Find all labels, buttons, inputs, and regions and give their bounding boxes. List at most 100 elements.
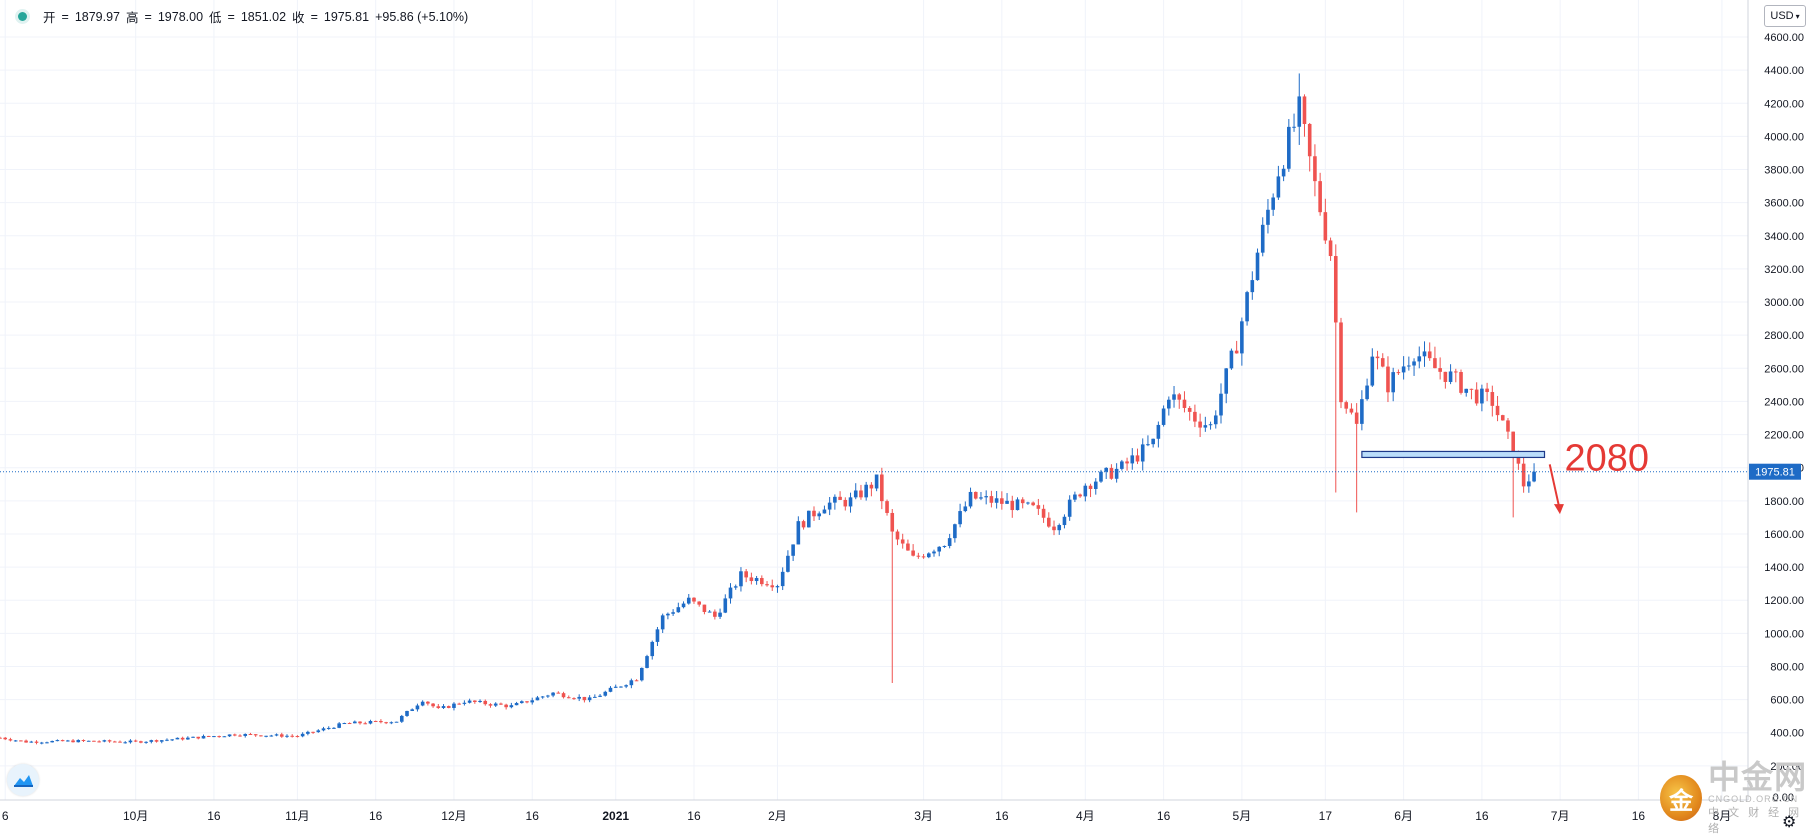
candle — [1297, 73, 1302, 145]
candle — [1104, 467, 1108, 479]
candle — [1120, 459, 1124, 471]
candle — [1464, 388, 1469, 397]
candle — [634, 679, 639, 682]
candle — [686, 593, 691, 605]
candle-body — [650, 641, 655, 657]
candle — [525, 701, 529, 704]
candle — [640, 667, 644, 682]
x-tick-label: 16 — [1632, 809, 1646, 823]
candle — [608, 686, 613, 693]
candle-body — [540, 696, 545, 698]
candle-body — [1474, 389, 1479, 404]
candle — [86, 740, 91, 742]
x-tick-label: 6 — [2, 809, 9, 823]
chevron-down-icon: ▾ — [1795, 11, 1800, 21]
candle-body — [384, 722, 388, 724]
candle — [139, 740, 143, 744]
candle-body — [1010, 500, 1015, 511]
candle-body — [733, 586, 738, 588]
candle — [577, 694, 581, 702]
candle-body — [1532, 471, 1536, 482]
candle — [332, 727, 336, 729]
y-tick-label: 3400.00 — [1764, 231, 1804, 243]
candle — [1010, 495, 1015, 518]
candle-body — [128, 740, 133, 743]
candle-body — [838, 496, 842, 500]
candle-body — [358, 721, 362, 724]
candle — [264, 735, 268, 738]
candle-body — [973, 491, 978, 499]
candle — [1026, 501, 1030, 505]
candle — [212, 735, 216, 738]
support-level-label: 2080 — [1565, 437, 1650, 479]
candle — [81, 739, 86, 743]
candle-body — [175, 737, 180, 740]
candle-body — [473, 700, 477, 702]
candle — [1057, 523, 1062, 535]
candle — [347, 722, 352, 725]
candle — [1443, 371, 1448, 389]
y-tick-label: 1800.00 — [1764, 496, 1804, 508]
candle — [885, 499, 889, 516]
candle — [1067, 495, 1072, 521]
candle-body — [833, 496, 837, 503]
x-tick-label: 6月 — [1394, 809, 1413, 823]
x-tick-label: 4月 — [1076, 809, 1095, 823]
candle — [123, 741, 128, 744]
candle — [660, 613, 665, 633]
candle — [874, 474, 879, 492]
candle-body — [1417, 356, 1422, 362]
candle — [274, 733, 279, 737]
candle-body — [1354, 412, 1359, 424]
candle-body — [269, 735, 274, 737]
candle-body — [410, 709, 415, 711]
candle-body — [279, 734, 284, 737]
tradingview-logo-button[interactable] — [7, 764, 39, 796]
candle — [806, 510, 811, 528]
candle — [953, 523, 957, 543]
candle-body — [1401, 366, 1406, 373]
open-value: 1879.97 — [74, 9, 121, 24]
candle-body — [1266, 209, 1270, 225]
candle — [478, 699, 482, 703]
candle — [1313, 144, 1317, 197]
candle — [227, 734, 232, 737]
candle — [144, 741, 148, 744]
candle-body — [264, 735, 268, 737]
price-axis[interactable]: 200.00 400.00 600.00 800.00 1000.00 1200.00 14… — [1747, 0, 1804, 804]
x-tick-label: 7月 — [1551, 809, 1570, 823]
candle — [1391, 367, 1395, 402]
candle-body — [1255, 252, 1260, 281]
candle — [702, 604, 707, 615]
candle — [1224, 367, 1229, 404]
candle — [217, 735, 221, 738]
candle — [493, 702, 498, 707]
down-arrow-shaft — [1548, 464, 1560, 507]
candle-body — [968, 491, 973, 507]
x-tick-label: 16 — [1475, 809, 1489, 823]
candle-body — [1067, 499, 1072, 517]
y-tick-label: 1400.00 — [1764, 562, 1804, 574]
candle — [791, 544, 795, 562]
candle — [379, 719, 383, 724]
candle-body — [1318, 181, 1322, 213]
x-tick-label: 2月 — [768, 809, 787, 823]
candle — [812, 506, 816, 521]
candle — [921, 553, 926, 559]
candle — [24, 739, 28, 743]
gear-icon[interactable]: ⚙ — [1782, 814, 1797, 831]
candle — [848, 492, 853, 513]
candle — [1438, 357, 1442, 380]
y-tick-label: 4000.00 — [1764, 131, 1804, 143]
candle — [817, 511, 822, 520]
time-axis[interactable]: 6 10月 16 11月 16 12月 16 2021 16 2月 3月 16 4月 16 5月 17 6月 16… — [0, 799, 1748, 823]
candle — [1318, 172, 1322, 216]
candle-body — [692, 597, 696, 602]
candle-body — [0, 737, 2, 739]
currency-selector[interactable]: USD ▾ — [1764, 5, 1806, 27]
candle — [446, 705, 451, 709]
candle — [561, 691, 566, 699]
candle — [1041, 504, 1046, 523]
y-tick-label: 4200.00 — [1764, 98, 1804, 110]
